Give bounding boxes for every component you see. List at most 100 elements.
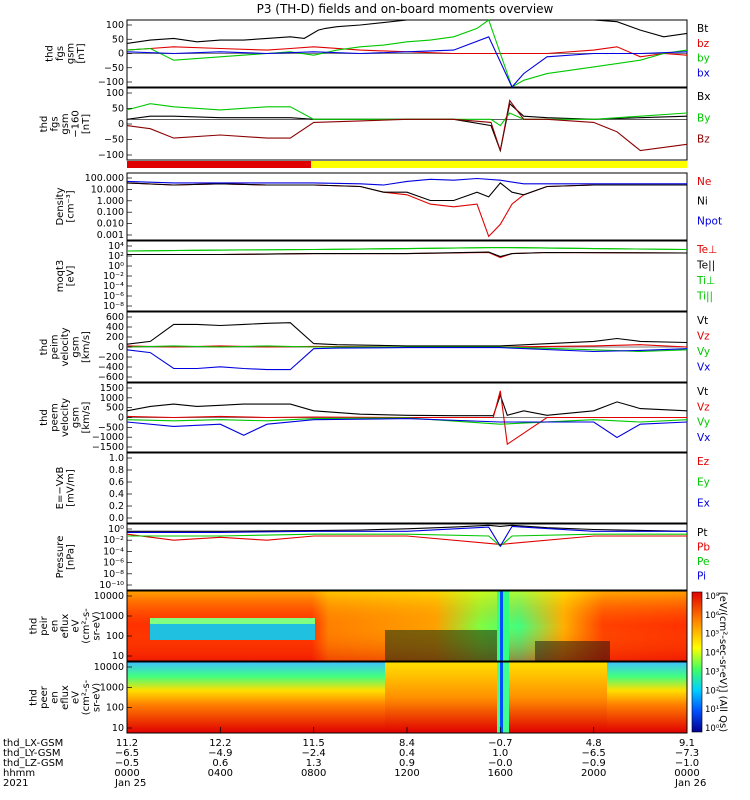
ylabel-efield-1: [mV/m] (65, 469, 76, 507)
footer-value-5-3: 2000 (581, 768, 606, 779)
legend-efield-0: Ez (697, 456, 710, 468)
legend-fgs-2: by (697, 53, 710, 65)
ytick-pressure-4: 10⁻⁸ (103, 569, 124, 580)
ytick-peem-velocity-6: −1500 (92, 442, 124, 453)
ylabel-peer-eflux-3: eflux (60, 685, 71, 710)
mode-bar-segment-yellow (311, 161, 687, 168)
footer-value-6-3: 0000 (674, 768, 699, 779)
legend-peim-velocity-1: Vz (697, 331, 710, 343)
footer-value-0-1: −6.5 (115, 748, 139, 759)
spectrogram-peir-dark-region-2 (535, 641, 610, 661)
series-fgs-2 (126, 19, 688, 88)
ytick-peir-eflux-2: 100 (106, 631, 124, 642)
legend-fgs-clip-1: By (697, 112, 710, 124)
ytick-peim-velocity-3: 0 (118, 342, 124, 353)
colorbar-tick-4: 10³ (705, 667, 719, 677)
ytick-peer-eflux-0: 10000 (94, 662, 124, 673)
footer-value-2-1: −2.4 (302, 748, 326, 759)
series-peem-velocity-21 (126, 418, 688, 439)
ytick-peir-eflux-0: 10000 (94, 591, 124, 602)
ylabel-peer-eflux-0: thd (29, 689, 40, 706)
panel-frames (126, 19, 688, 591)
legend-peem-velocity-3: Vx (697, 432, 710, 444)
legend-peim-velocity-2: Vy (697, 346, 710, 358)
footer-value-3-1: 0.4 (399, 748, 415, 759)
ytick-efield-4: 0.2 (109, 501, 124, 512)
ytick-temperature-4: 10⁻⁴ (103, 281, 124, 292)
series-density-8 (126, 182, 687, 202)
ylabel-peer-eflux-4: eV (71, 691, 82, 704)
ylabel-density-1: [cm⁻³] (65, 190, 76, 222)
ytick-peem-velocity-2: 500 (106, 403, 124, 414)
ytick-density-1: 10.000 (91, 184, 124, 195)
footer-value-5-1: −6.5 (582, 748, 606, 759)
spectrogram-peir-dark-region (385, 630, 505, 661)
legend-pressure-1: Pb (697, 542, 710, 554)
ytick-temperature-6: 10⁻⁸ (103, 301, 124, 312)
mode-bar (127, 161, 687, 168)
ylabel-peim-velocity-3: gsm (71, 336, 82, 357)
footer-value-5-0: 4.8 (586, 738, 602, 749)
legend-fgs-clip-0: Bx (697, 91, 710, 103)
footer-value-3-2: 0.9 (399, 758, 415, 769)
ytick-peim-velocity-6: −600 (98, 372, 124, 383)
legend-pressure-2: Pe (697, 556, 709, 568)
legend-density-0: Ne (697, 176, 711, 188)
ytick-peim-velocity-2: 200 (106, 332, 124, 343)
ytick-peim-velocity-5: −400 (98, 362, 124, 373)
ylabel-peer-eflux-6: sr-eV) (92, 683, 103, 712)
legend-fgs-3: bx (697, 67, 710, 79)
series-pressure-22 (127, 524, 688, 532)
legend-temperature-3: Ti|| (696, 291, 713, 303)
ytick-efield-0: 1.0 (109, 453, 124, 464)
footer-value-4-1: 1.0 (492, 748, 508, 759)
footer-value-6-4: Jan 26 (674, 778, 706, 789)
series-pressure-24 (127, 533, 687, 547)
legend-pressure-0: Pt (697, 527, 707, 539)
data-series (126, 19, 688, 548)
ytick-fgs-1: 50 (112, 34, 124, 45)
ylabel-peim-velocity-0: thd (39, 339, 50, 356)
legend-peem-velocity-0: Vt (697, 386, 708, 398)
legend-peem-velocity-2: Vy (697, 417, 710, 429)
legend-efield-2: Ex (697, 497, 710, 509)
ylabel-peim-velocity-1: peim (50, 334, 61, 359)
ytick-pressure-2: 10⁻⁴ (103, 546, 124, 557)
x-axis (126, 727, 688, 733)
footer-value-3-0: 8.4 (399, 738, 415, 749)
ylabel-temperature-1: [eV] (65, 266, 76, 287)
legend-efield-1: Ey (697, 477, 710, 489)
series-peim-velocity-14 (126, 322, 688, 347)
zero-lines (127, 53, 687, 418)
panel-pressure-frame (126, 523, 688, 591)
ytick-fgs-2: 0 (118, 49, 124, 60)
legend-peem-velocity-1: Vz (697, 401, 710, 413)
ylabel-peir-eflux-4: eV (71, 619, 82, 632)
panel-efield-frame (126, 452, 688, 524)
ytick-fgs-clip-4: −100 (98, 150, 124, 161)
ylabel-peir-eflux-0: thd (29, 618, 40, 635)
footer-value-0-0: 11.2 (116, 738, 138, 749)
colorbar: [eV/(cm²-sec-sr-eV)] (All Qs) (691, 591, 728, 733)
ylabel-peer-eflux-2: en (50, 691, 61, 704)
footer-value-5-2: −0.9 (582, 758, 606, 769)
colorbar-tick-6: 10¹ (705, 705, 719, 715)
series-density-9 (126, 177, 687, 186)
ylabel-fgs-2: gsm (65, 43, 76, 64)
colorbar-gradient (691, 591, 703, 733)
series-peem-velocity-18 (126, 393, 688, 417)
ylabel-peer-eflux-5: (cm²-s- (81, 679, 92, 715)
ylabel-peem-velocity-0: thd (39, 409, 50, 426)
series-peem-velocity-19 (126, 390, 687, 446)
ylabel-peir-eflux-3: eflux (60, 614, 71, 639)
footer-label-1: thd_LY-GSM (3, 748, 60, 759)
ylabel-fgs-0: thd (44, 45, 55, 62)
colorbar-ticks: 10⁸ 10⁶ 10⁵ 10⁴ 10³ 10² 10¹ 10⁰ (705, 592, 720, 734)
footer-value-1-3: 0400 (208, 768, 233, 779)
ylabel-temperature-0: moqt3 (55, 260, 66, 293)
panel-fgs-clip-frame (126, 87, 688, 161)
series-fgs-clip-6 (126, 99, 688, 152)
ylabel-fgs-1: fgs (55, 46, 66, 61)
ytick-pressure-5: 10⁻¹⁰ (99, 580, 124, 591)
